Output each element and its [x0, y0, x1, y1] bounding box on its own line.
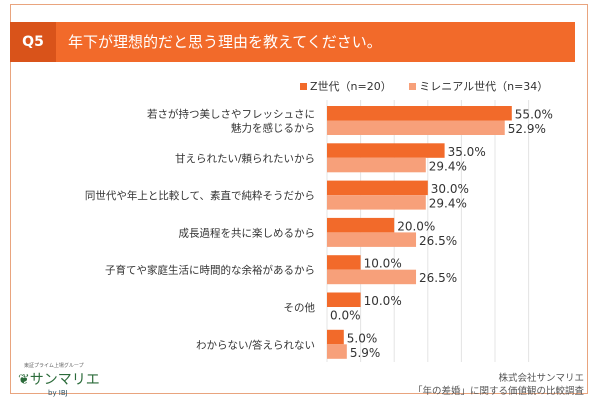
data-label: 10.0% [364, 294, 402, 308]
bar-millennial [327, 269, 417, 285]
data-label: 52.9% [508, 122, 546, 136]
data-label: 55.0% [515, 108, 553, 122]
bar-z [327, 292, 361, 307]
bar-z [327, 106, 512, 121]
data-label: 35.0% [448, 145, 486, 159]
survey-name: 「年の差婚」に関する価値観の比較調査 [412, 386, 584, 397]
company-name: 株式会社サンマリエ [498, 373, 584, 384]
bar-millennial [327, 195, 426, 210]
data-label: 0.0% [330, 309, 361, 323]
data-label: 20.0% [397, 219, 435, 233]
question-number: Q5 [10, 22, 56, 62]
bar-z [327, 329, 344, 345]
category-label: 魅力を感じるから [231, 122, 315, 135]
category-label: 甘えられたい/頼られたいから [175, 152, 315, 165]
question-title: 年下が理想的だと思う理由を教えてください。 [68, 33, 382, 51]
category-label: 成長過程を共に楽しめるから [179, 226, 316, 239]
category-label: 若さが持つ美しさやフレッシュさに [147, 108, 315, 121]
category-label: わからない/答えられない [196, 338, 315, 351]
legend: Z世代（n=20） ミレニアル世代（n=34） [300, 78, 562, 94]
data-label: 5.0% [347, 331, 378, 345]
bar-millennial [327, 157, 426, 173]
question-header: Q5 年下が理想的だと思う理由を教えてください。 [10, 22, 575, 62]
category-label: その他 [284, 301, 316, 314]
legend-item-z: Z世代（n=20） [300, 80, 392, 93]
data-label: 10.0% [364, 257, 402, 271]
logo: 東証プライム上場グループ ❦サンマリエ by IBJ [18, 363, 100, 397]
bar-z [327, 255, 361, 270]
category-label: 同世代や年上と比較して、素直で純粋そうだから [85, 189, 315, 202]
frame [10, 4, 588, 394]
bar-millennial [327, 344, 347, 359]
data-label: 29.4% [429, 197, 467, 211]
legend-item-millennial: ミレニアル世代（n=34） [409, 80, 548, 93]
bar-millennial [327, 232, 417, 247]
bar-z [327, 217, 395, 233]
bar-millennial [327, 120, 505, 135]
leaf-icon: ❦ [18, 372, 30, 388]
bar-z [327, 180, 428, 196]
data-label: 26.5% [419, 271, 457, 285]
category-label: 子育てや家庭生活に時間的な余裕があるから [105, 264, 315, 277]
data-label: 26.5% [419, 234, 457, 248]
data-label: 29.4% [429, 159, 467, 173]
data-label: 5.9% [350, 346, 381, 360]
bar-z [327, 143, 445, 158]
data-label: 30.0% [431, 182, 469, 196]
